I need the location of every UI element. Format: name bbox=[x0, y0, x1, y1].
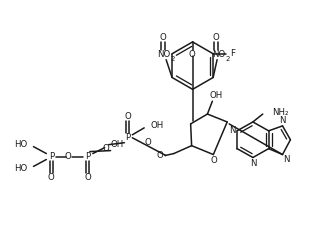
Text: N: N bbox=[229, 126, 235, 135]
Text: F: F bbox=[230, 49, 235, 58]
Text: N: N bbox=[279, 117, 286, 125]
Text: O: O bbox=[213, 33, 219, 42]
Text: N: N bbox=[283, 155, 290, 164]
Text: OH: OH bbox=[111, 140, 124, 149]
Text: P: P bbox=[49, 152, 54, 161]
Text: O: O bbox=[211, 156, 218, 165]
Text: O: O bbox=[65, 152, 71, 161]
Text: 2: 2 bbox=[225, 56, 229, 62]
Text: OH: OH bbox=[150, 121, 163, 130]
Text: HO: HO bbox=[14, 140, 27, 149]
Text: O: O bbox=[124, 113, 131, 121]
Text: NO: NO bbox=[212, 50, 226, 59]
Text: O: O bbox=[85, 173, 91, 182]
Text: P: P bbox=[85, 152, 90, 161]
Text: O: O bbox=[48, 173, 55, 182]
Text: O: O bbox=[188, 50, 195, 59]
Text: 2: 2 bbox=[170, 56, 174, 62]
Text: NH₂: NH₂ bbox=[272, 108, 288, 117]
Text: N: N bbox=[250, 159, 256, 168]
Text: O: O bbox=[157, 151, 163, 160]
Text: NO: NO bbox=[158, 50, 171, 59]
Text: HO: HO bbox=[14, 164, 27, 173]
Text: P: P bbox=[125, 133, 130, 142]
Text: O: O bbox=[102, 144, 109, 153]
Text: O: O bbox=[145, 138, 152, 147]
Text: OH: OH bbox=[210, 91, 223, 100]
Text: O: O bbox=[160, 33, 167, 42]
